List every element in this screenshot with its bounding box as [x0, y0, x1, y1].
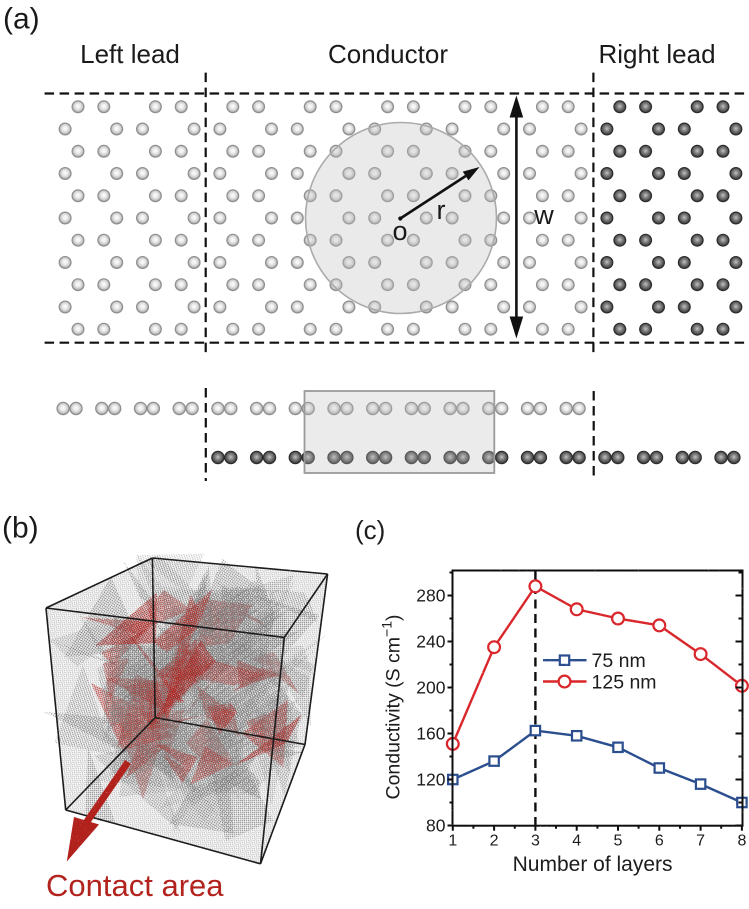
svg-text:Right lead: Right lead [598, 39, 715, 69]
svg-text:Conductivity (S cm−1): Conductivity (S cm−1) [379, 614, 405, 799]
svg-text:(a): (a) [3, 3, 40, 36]
svg-text:1: 1 [448, 833, 457, 850]
svg-text:3: 3 [531, 833, 540, 850]
svg-text:120: 120 [416, 770, 445, 790]
svg-text:r: r [437, 195, 446, 225]
svg-text:160: 160 [416, 724, 445, 744]
svg-text:(b): (b) [2, 512, 39, 545]
svg-text:4: 4 [572, 833, 581, 850]
svg-text:2: 2 [490, 833, 499, 850]
svg-text:Left lead: Left lead [80, 39, 180, 69]
svg-text:o: o [392, 216, 407, 246]
svg-text:Contact area: Contact area [46, 868, 224, 903]
svg-text:(c): (c) [355, 515, 385, 545]
svg-text:240: 240 [416, 632, 445, 652]
svg-text:7: 7 [696, 833, 705, 850]
svg-text:6: 6 [655, 833, 664, 850]
svg-text:200: 200 [416, 678, 445, 698]
svg-text:8: 8 [737, 833, 746, 850]
svg-text:125 nm: 125 nm [592, 671, 657, 693]
svg-text:w: w [533, 200, 554, 230]
svg-text:80: 80 [426, 816, 446, 836]
svg-text:Conductor: Conductor [328, 39, 448, 69]
svg-text:5: 5 [614, 833, 623, 850]
svg-text:75 nm: 75 nm [592, 650, 646, 672]
svg-text:280: 280 [416, 586, 445, 606]
svg-text:Number of layers: Number of layers [513, 853, 673, 876]
